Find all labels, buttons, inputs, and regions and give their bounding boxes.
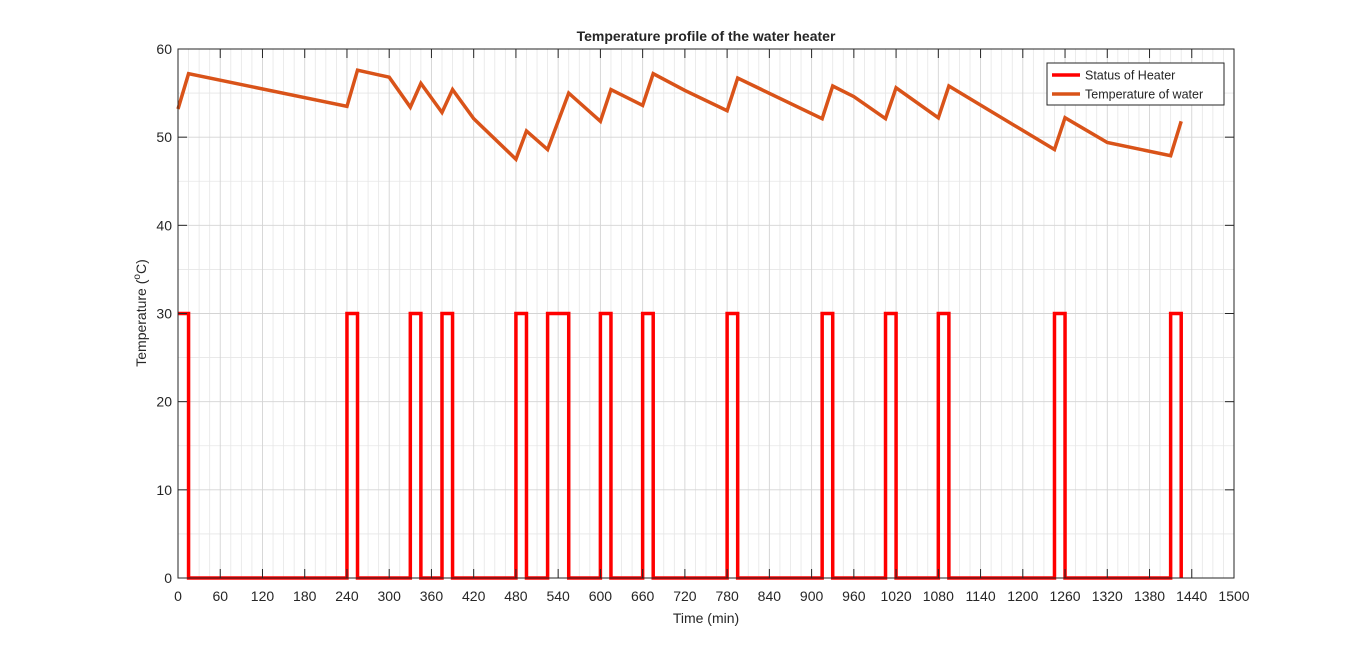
y-axis-label-main: Temperature (	[133, 279, 149, 366]
legend-box	[1046, 62, 1225, 106]
ticks: 0 60 120 180 240 300 360 420 480 540 600 660 720 780 8…	[156, 41, 1249, 604]
grid	[177, 48, 1235, 579]
x-tick-label: 180	[293, 588, 317, 604]
x-tick-label: 420	[462, 588, 486, 604]
y-tick-label: 10	[156, 482, 172, 498]
x-tick-label: 1440	[1176, 588, 1207, 604]
y-tick-label: 50	[156, 129, 172, 145]
x-tick-label: 1020	[881, 588, 912, 604]
series-line-water-temperature	[176, 68, 1183, 163]
y-axis-label-superscript: o	[132, 274, 143, 280]
y-axis-label: Temperature (oC)	[132, 259, 149, 367]
y-axis-label-end: C)	[133, 259, 149, 274]
x-axis-label: Time (min)	[673, 610, 739, 626]
y-tick-label: 40	[156, 217, 172, 233]
y-tick-label: 30	[156, 306, 172, 322]
x-tick-label: 960	[842, 588, 866, 604]
x-tick-label: 240	[335, 588, 359, 604]
x-tick-label: 360	[420, 588, 444, 604]
x-tick-label: 1380	[1134, 588, 1165, 604]
x-tick-label: 1080	[923, 588, 954, 604]
x-tick-label: 1140	[966, 588, 996, 604]
y-tick-label: 60	[156, 41, 172, 57]
legend-label-water: Temperature of water	[1085, 88, 1203, 102]
x-tick-label: 1200	[1007, 588, 1038, 604]
x-tick-label: 480	[504, 588, 528, 604]
x-tick-label: 0	[174, 588, 182, 604]
x-tick-label: 780	[715, 588, 739, 604]
y-tick-label: 20	[156, 394, 172, 410]
x-tick-label: 900	[800, 588, 824, 604]
x-tick-label: 600	[589, 588, 613, 604]
x-tick-label: 1320	[1092, 588, 1123, 604]
legend: Status of Heater Temperature of water	[1046, 62, 1225, 106]
x-tick-label: 60	[212, 588, 228, 604]
x-tick-label: 120	[251, 588, 275, 604]
y-tick-label: 0	[164, 570, 172, 586]
x-tick-label: 660	[631, 588, 655, 604]
x-tick-label: 1260	[1049, 588, 1080, 604]
x-tick-label: 540	[546, 588, 570, 604]
x-tick-label: 1500	[1218, 588, 1249, 604]
chart-title: Temperature profile of the water heater	[577, 28, 836, 44]
x-tick-label: 840	[758, 588, 782, 604]
legend-label-heater: Status of Heater	[1085, 69, 1175, 83]
x-tick-label: 300	[378, 588, 402, 604]
x-tick-label: 720	[673, 588, 697, 604]
